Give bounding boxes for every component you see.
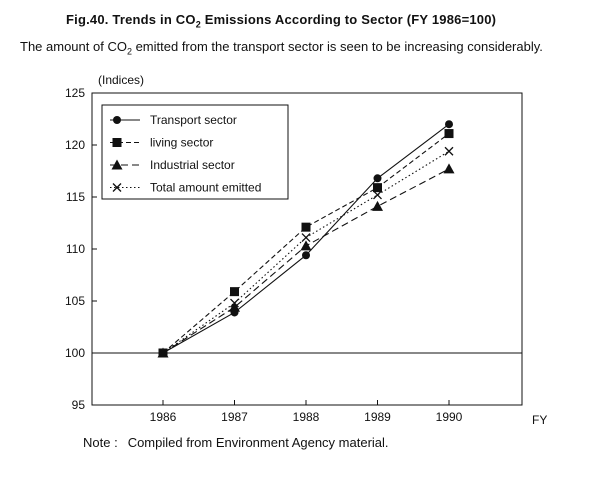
data-point-3 [158, 348, 168, 358]
data-point-3 [230, 298, 239, 308]
x-tick-label: 1989 [364, 410, 391, 424]
x-marker-stroke [373, 190, 382, 200]
data-point-2 [229, 301, 240, 312]
data-point-1 [444, 129, 454, 139]
figure-title: Fig.40. Trends in CO2 Emissions Accordin… [66, 12, 497, 30]
data-point-3 [444, 146, 454, 156]
data-point-0 [445, 120, 453, 129]
legend-box [101, 104, 289, 200]
y-tick-label: 125 [65, 86, 85, 100]
legend-label: Transport sector [150, 113, 237, 127]
legend: Transport sector living sector Industrial … [101, 104, 289, 200]
x-marker-stroke [444, 146, 454, 156]
x-marker-stroke [158, 348, 168, 358]
data-point-1 [373, 183, 382, 193]
figure-subtitle: The amount of CO2 emitted from the trans… [20, 39, 543, 57]
y-tick-label: 105 [65, 294, 85, 308]
legend-marker [112, 138, 122, 147]
data-point-3 [301, 233, 311, 243]
legend-label: living sector [150, 136, 213, 150]
y-tick-label: 120 [65, 138, 85, 152]
data-point-1 [230, 287, 239, 297]
y-tick-label: 110 [66, 242, 85, 256]
x-marker-stroke [112, 183, 122, 192]
legend-marker [111, 159, 123, 170]
footnote: Note : Compiled from Environment Agency m… [83, 435, 389, 450]
x-marker-stroke [301, 233, 311, 243]
data-point-1 [301, 222, 311, 232]
y-tick-label: 95 [72, 398, 86, 412]
x-axis-label: FY [532, 413, 547, 427]
data-point-0 [302, 251, 310, 260]
note-text: Compiled from Environment Agency materia… [127, 435, 389, 450]
data-point-2 [443, 163, 455, 174]
legend-marker [112, 183, 122, 192]
x-tick-label: 1988 [293, 410, 320, 424]
legend-marker [113, 116, 121, 124]
x-tick-label: 1987 [221, 410, 248, 424]
y-tick-label: 115 [66, 190, 85, 204]
x-axis-ticks: 1986 1987 1988 1989 1990 [150, 400, 463, 424]
series-group [157, 120, 455, 358]
note-label: Note : [83, 435, 118, 450]
y-axis-ticks: 95 100 105 110 115 120 125 [65, 86, 97, 412]
y-axis-label: (Indices) [98, 73, 144, 87]
data-point-0 [373, 174, 382, 183]
legend-label: Industrial sector [150, 158, 235, 172]
data-point-3 [373, 190, 382, 200]
x-tick-label: 1986 [150, 410, 177, 424]
x-tick-label: 1990 [436, 410, 463, 424]
data-point-2 [300, 240, 312, 251]
y-tick-label: 100 [65, 346, 85, 360]
x-marker-stroke [230, 298, 239, 308]
legend-label: Total amount emitted [150, 181, 261, 195]
data-point-2 [372, 200, 383, 211]
